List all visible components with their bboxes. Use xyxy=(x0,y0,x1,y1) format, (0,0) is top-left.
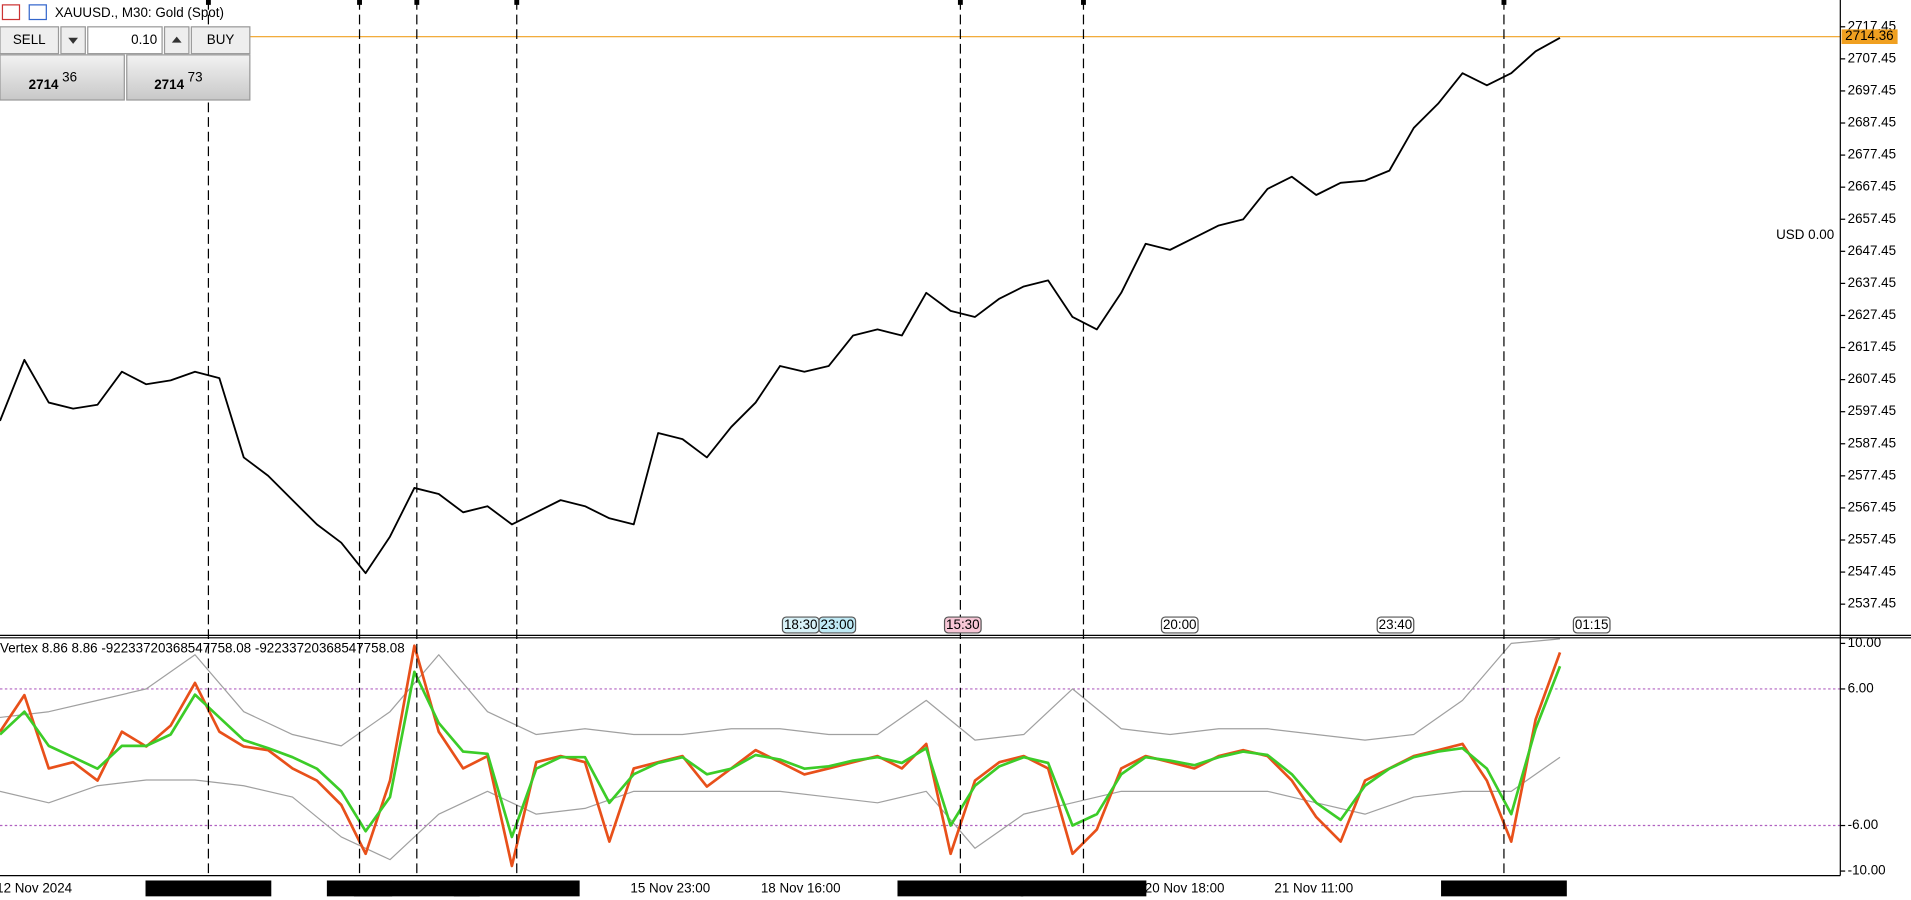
marker-time-label: 2024.11.13 15:30 xyxy=(157,881,260,896)
marker-time-label: 2024.11.19 17:30 xyxy=(909,881,1012,896)
y-tick-label: 2597.45 xyxy=(1848,403,1896,418)
y-tick-label: 2657.45 xyxy=(1848,211,1896,226)
series-line xyxy=(0,37,1561,575)
marker-time-label: 2024.11.14 18:30 xyxy=(365,881,468,896)
y-tick-label: -6.00 xyxy=(1848,817,1879,832)
bid-small: 36 xyxy=(62,70,77,85)
marker-time-box xyxy=(1020,880,1147,897)
event-label: 23:40 xyxy=(1379,617,1413,632)
marker-dot xyxy=(357,0,362,5)
y-tick-label: 2607.45 xyxy=(1848,371,1896,386)
y-tick-label: 2667.45 xyxy=(1848,179,1896,194)
event-box xyxy=(1376,616,1415,634)
series-line xyxy=(0,756,1561,861)
marker-time-box xyxy=(897,880,1024,897)
trade-panel: SELL 0.10 BUY 2714 36 2714 73 xyxy=(0,26,251,101)
chart-header: XAUUSD., M30: Gold (Spot) xyxy=(55,5,224,20)
event-box xyxy=(1160,616,1199,634)
marker-dot xyxy=(957,0,963,5)
marker-dot xyxy=(205,0,211,5)
series-line xyxy=(0,644,1562,868)
y-tick-label: 10.00 xyxy=(1848,635,1882,650)
lot-input[interactable] xyxy=(87,26,163,55)
event-label: 18:30 xyxy=(784,617,818,632)
marker-time-label: 2024.11.20 10:00 xyxy=(1032,881,1135,896)
plot-layer xyxy=(0,0,1841,876)
x-tick-label: 18 Nov 16:00 xyxy=(761,881,841,896)
y-tick-label: 6.00 xyxy=(1848,680,1874,695)
y-tick-label: 2577.45 xyxy=(1848,467,1896,482)
marker-time-box xyxy=(145,880,272,897)
marker-time-label: 2024.11.15 08:00 xyxy=(465,881,568,896)
y-tick-label: -10.00 xyxy=(1848,863,1886,878)
marker-time-box xyxy=(353,880,480,897)
ask-small: 73 xyxy=(188,70,203,85)
marker-dot xyxy=(1501,0,1507,5)
lot-value: 0.10 xyxy=(131,32,157,47)
event-label: 20:00 xyxy=(1163,617,1197,632)
y-tick-label: 2557.45 xyxy=(1848,532,1896,547)
menu-icon[interactable] xyxy=(1,4,21,21)
event-label: 15:30 xyxy=(946,617,980,632)
marker-time-box xyxy=(453,880,580,897)
y-tick-label: 2627.45 xyxy=(1848,307,1896,322)
series-line xyxy=(0,638,1561,747)
y-tick-label: 2617.45 xyxy=(1848,339,1896,354)
sell-button[interactable] xyxy=(0,26,60,55)
x-tick-label: 20 Nov 18:00 xyxy=(1145,881,1225,896)
arrow-icon xyxy=(171,36,182,43)
marker-dot xyxy=(514,0,520,5)
last-price-label: 2714.36 xyxy=(1845,28,1893,43)
y-tick-label: 2547.45 xyxy=(1848,564,1896,579)
y-tick-label: 2697.45 xyxy=(1848,82,1896,97)
indicator-title: Vertex 8.86 8.86 -92233720368547758.08 -… xyxy=(0,640,405,655)
y-tick-label: 2687.45 xyxy=(1848,115,1896,130)
sell-label: SELL xyxy=(13,32,46,47)
y-tick-label: 2647.45 xyxy=(1848,243,1896,258)
marker-dot xyxy=(414,0,420,5)
x-tick-label: 12 Nov 2024 xyxy=(0,881,73,896)
bid-box[interactable] xyxy=(0,54,125,101)
account-balance: USD 0.00 xyxy=(1776,227,1834,242)
y-tick-label: 2677.45 xyxy=(1848,147,1896,162)
event-box xyxy=(818,616,857,634)
event-label: 23:00 xyxy=(821,617,855,632)
arrow-icon xyxy=(68,37,78,44)
x-tick-label: 15 Nov 23:00 xyxy=(630,881,710,896)
bid-big: 2714 xyxy=(29,77,59,92)
marker-time-label: 2024.11.22 16:30 xyxy=(1452,881,1555,896)
ask-big: 2714 xyxy=(154,77,184,92)
event-box xyxy=(1572,616,1611,634)
y-tick-label: 2707.45 xyxy=(1848,50,1896,65)
event-label: 01:15 xyxy=(1575,617,1609,632)
ask-box[interactable] xyxy=(126,54,251,101)
event-box xyxy=(943,616,982,634)
y-tick-label: 2567.45 xyxy=(1848,499,1896,514)
y-tick-label: 2537.45 xyxy=(1848,596,1896,611)
y-tick-label: 2587.45 xyxy=(1848,435,1896,450)
series-line xyxy=(0,665,1562,839)
buy-button[interactable] xyxy=(190,26,251,55)
y-tick-label: 2637.45 xyxy=(1848,275,1896,290)
chart-icon[interactable] xyxy=(28,4,47,21)
x-tick-label: 21 Nov 11:00 xyxy=(1274,881,1353,896)
marker-time-box xyxy=(1441,880,1567,897)
marker-dot xyxy=(1081,0,1086,5)
buy-label: BUY xyxy=(207,32,235,47)
last-price-box xyxy=(1841,29,1898,45)
